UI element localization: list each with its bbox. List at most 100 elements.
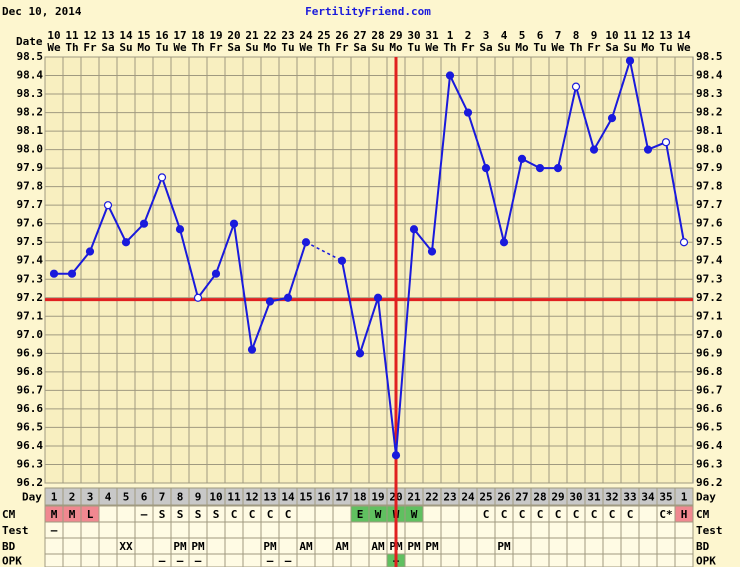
y-tick-label-right: 98.4 (696, 69, 723, 82)
cell-text: PM (191, 540, 205, 553)
date-label: 29 (389, 29, 402, 42)
temperature-point (211, 269, 221, 278)
weekday-label: Th (569, 41, 582, 54)
table-cell (422, 521, 442, 539)
weekday-label: Tu (659, 41, 672, 54)
cell-text: 24 (461, 491, 475, 504)
table-cell (314, 553, 334, 567)
table-cell (404, 553, 424, 567)
cell-text: 21 (407, 491, 421, 504)
weekday-label: Fr (83, 41, 97, 54)
temperature-point (265, 297, 275, 306)
date-label: 28 (371, 29, 384, 42)
cell-text: 25 (479, 491, 492, 504)
cell-text: 14 (281, 491, 295, 504)
table-cell (116, 521, 136, 539)
date-label: 10 (47, 29, 60, 42)
y-tick-label: 97.7 (17, 198, 44, 211)
y-tick-label: 96.8 (17, 365, 44, 378)
table-cell (44, 553, 64, 567)
table-cell (530, 521, 550, 539)
cell-text: 1 (51, 491, 58, 504)
cell-text: E (357, 508, 364, 521)
weekday-label: Mo (263, 41, 277, 54)
date-label: 31 (425, 29, 439, 42)
table-cell (80, 521, 100, 539)
cell-text: 2 (69, 491, 76, 504)
temperature-point (175, 225, 185, 234)
table-cell (152, 537, 172, 555)
cell-text: PM (425, 540, 439, 553)
cell-text: PM (263, 540, 277, 553)
cell-text: C (285, 508, 292, 521)
table-cell (296, 553, 316, 567)
temperature-point (337, 256, 347, 265)
table-cell (98, 505, 118, 523)
row-label-right: CM (696, 508, 710, 521)
row-label: OPK (2, 555, 22, 567)
table-cell (440, 521, 460, 539)
table-cell (548, 537, 568, 555)
y-tick-label: 98.5 (17, 50, 44, 63)
cell-text: 3 (87, 491, 94, 504)
cell-text: 12 (245, 491, 258, 504)
table-cell (62, 537, 82, 555)
cell-text: 10 (209, 491, 222, 504)
cell-text: 19 (371, 491, 384, 504)
weekday-label: Mo (515, 41, 529, 54)
date-label: 25 (317, 29, 330, 42)
date-label: 19 (209, 29, 222, 42)
temperature-point (67, 269, 77, 278)
table-cell (638, 553, 658, 567)
table-cell (332, 521, 352, 539)
table-cell (368, 553, 388, 567)
table-cell (638, 521, 658, 539)
row-label: Test (2, 524, 29, 537)
table-cell (80, 553, 100, 567)
weekday-label: Fr (461, 41, 475, 54)
cell-text: C (537, 508, 544, 521)
weekday-label: We (173, 41, 187, 54)
date-label: 14 (677, 29, 691, 42)
table-cell (458, 521, 478, 539)
cell-text: C (573, 508, 580, 521)
temperature-point (499, 238, 509, 247)
date-label: 20 (227, 29, 240, 42)
y-tick-label: 96.3 (17, 457, 44, 470)
cell-text: 4 (105, 491, 112, 504)
temperature-point (301, 238, 311, 247)
cell-text: 1 (681, 491, 688, 504)
cell-text: – (51, 524, 58, 537)
cell-text: 26 (497, 491, 511, 504)
y-tick-label-right: 97.0 (696, 328, 723, 341)
weekday-label: Su (245, 41, 258, 54)
date-label: 15 (137, 29, 150, 42)
weekday-label: Fr (209, 41, 223, 54)
y-tick-label: 97.3 (17, 272, 44, 285)
table-cell (674, 537, 694, 555)
cell-text: C (483, 508, 490, 521)
cell-text: XX (119, 540, 133, 553)
weekday-label: We (299, 41, 313, 54)
table-cell (278, 537, 298, 555)
y-tick-label-right: 98.2 (696, 106, 723, 119)
table-cell (314, 537, 334, 555)
temperature-point (427, 247, 437, 256)
table-cell (134, 553, 154, 567)
date-label: 9 (591, 29, 598, 42)
table-cell (584, 521, 604, 539)
cell-text: C (627, 508, 634, 521)
site-link[interactable]: FertilityFriend.com (305, 5, 431, 18)
table-cell (314, 505, 334, 523)
weekday-label: Tu (407, 41, 420, 54)
date-label: 24 (299, 29, 313, 42)
table-cell (80, 537, 100, 555)
table-cell (530, 553, 550, 567)
cell-text: – (141, 508, 148, 521)
date-label: 6 (537, 29, 544, 42)
table-cell (674, 487, 694, 506)
y-tick-label: 97.8 (17, 180, 44, 193)
weekday-label: Mo (389, 41, 403, 54)
cell-text: 8 (177, 491, 184, 504)
table-cell (566, 553, 586, 567)
